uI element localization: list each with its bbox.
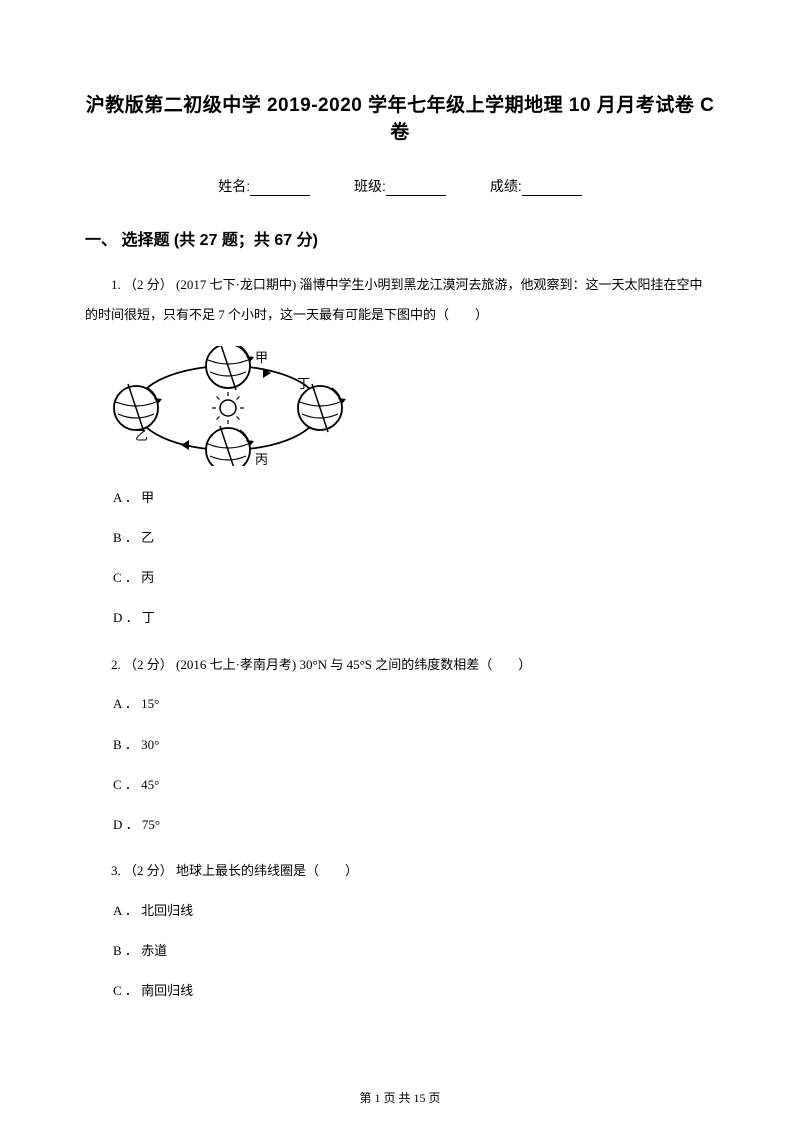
q3-option-b: B ． 赤道 — [113, 942, 715, 960]
q2-stem: 2. （2 分） (2016 七上·孝南月考) 30°N 与 45°S 之间的纬… — [85, 650, 715, 680]
q2-option-a: A ． 15° — [113, 695, 715, 713]
q1-diagram: 甲 乙 丙 丁 — [113, 346, 715, 471]
class-blank[interactable] — [386, 182, 446, 196]
student-info-row: 姓名: 班级: 成绩: — [85, 176, 715, 196]
diagram-label-bottom: 丙 — [255, 452, 268, 466]
q1-stem: 1. （2 分） (2017 七下·龙口期中) 淄博中学生小明到黑龙江漠河去旅游… — [85, 270, 715, 330]
q3-option-c: C ． 南回归线 — [113, 982, 715, 1000]
q2-option-b: B ． 30° — [113, 736, 715, 754]
score-label: 成绩: — [490, 178, 522, 194]
q1-option-c: C ． 丙 — [113, 569, 715, 587]
name-blank[interactable] — [250, 182, 310, 196]
q1-option-a: A ． 甲 — [113, 489, 715, 507]
diagram-label-top: 甲 — [255, 350, 268, 365]
exam-title: 沪教版第二初级中学 2019-2020 学年七年级上学期地理 10 月月考试卷 … — [85, 90, 715, 144]
q2-option-c: C ． 45° — [113, 776, 715, 794]
name-label: 姓名: — [218, 178, 250, 194]
diagram-label-right: 丁 — [297, 376, 310, 391]
class-label: 班级: — [354, 178, 386, 194]
section-1-header: 一、 选择题 (共 27 题；共 67 分) — [85, 226, 715, 250]
q2-option-d: D ． 75° — [113, 816, 715, 834]
score-blank[interactable] — [522, 182, 582, 196]
q3-stem: 3. （2 分） 地球上最长的纬线圈是（ ） — [85, 856, 715, 886]
q1-option-b: B ． 乙 — [113, 529, 715, 547]
page-footer: 第 1 页 共 15 页 — [0, 1089, 800, 1106]
q1-option-d: D ． 丁 — [113, 609, 715, 627]
q3-option-a: A ． 北回归线 — [113, 902, 715, 920]
diagram-label-left: 乙 — [135, 428, 148, 443]
